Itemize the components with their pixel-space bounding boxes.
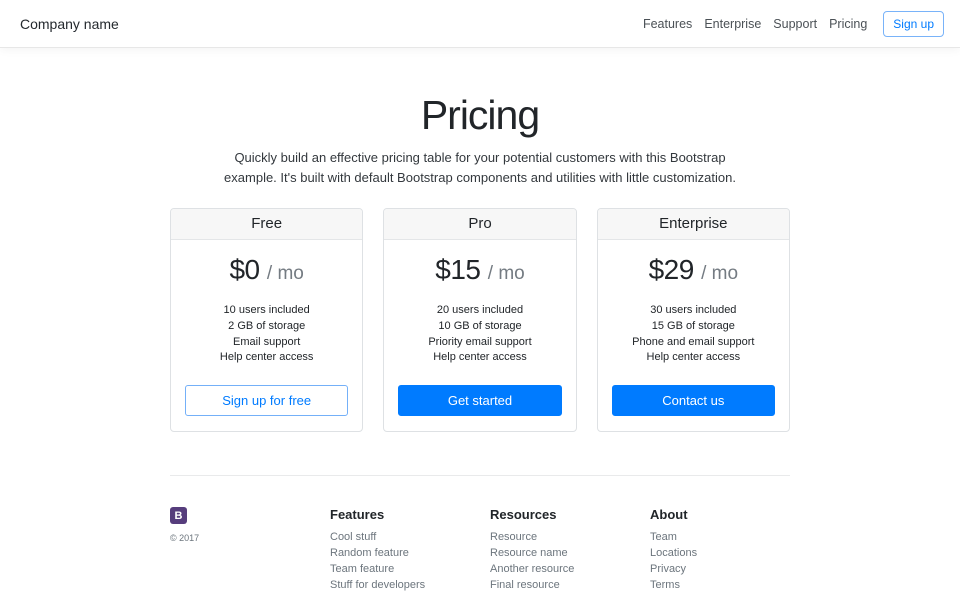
footer-link[interactable]: Resource bbox=[490, 531, 538, 544]
plan-feature: 10 users included bbox=[223, 304, 310, 317]
nav-link-support[interactable]: Support bbox=[773, 16, 818, 31]
footer-column-title: Resources bbox=[490, 507, 557, 523]
plan-period: / mo bbox=[701, 263, 739, 285]
plan-features: 20 users included 10 GB of storage Prior… bbox=[398, 303, 561, 366]
plan-price: $15 bbox=[435, 254, 481, 286]
footer-link[interactable]: Cool stuff bbox=[330, 531, 377, 544]
plan-feature: Phone and email support bbox=[632, 335, 755, 348]
footer-column-title: About bbox=[650, 507, 688, 523]
pricing-card-free: Free $0 / mo 10 users included 2 GB of s… bbox=[170, 208, 364, 433]
footer-link[interactable]: Another resource bbox=[490, 563, 575, 576]
footer: B © 2017 Features Cool stuff Random feat… bbox=[170, 476, 790, 593]
plan-feature: 15 GB of storage bbox=[651, 319, 735, 332]
plan-feature: 30 users included bbox=[650, 304, 737, 317]
plan-price: $29 bbox=[648, 254, 695, 286]
plan-period: / mo bbox=[266, 263, 304, 285]
footer-link[interactable]: Locations bbox=[650, 547, 698, 560]
footer-link-list: Cool stuff Random feature Team feature S… bbox=[330, 529, 490, 593]
plan-body: $15 / mo 20 users included 10 GB of stor… bbox=[384, 240, 575, 431]
plan-price: $0 bbox=[229, 254, 260, 286]
pricing-card-enterprise: Enterprise $29 / mo 30 users included 15… bbox=[596, 208, 790, 433]
footer-link-list: Team Locations Privacy Terms bbox=[650, 529, 790, 593]
copyright: © 2017 bbox=[170, 533, 200, 544]
footer-divider bbox=[170, 475, 790, 477]
plan-features: 30 users included 15 GB of storage Phone… bbox=[612, 303, 775, 366]
footer-link[interactable]: Team feature bbox=[330, 563, 395, 576]
plan-feature: 20 users included bbox=[436, 304, 524, 317]
footer-brand-column: B © 2017 bbox=[170, 507, 330, 593]
plan-features: 10 users included 2 GB of storage Email … bbox=[185, 303, 348, 366]
page-title: Pricing bbox=[420, 92, 540, 138]
plan-price-line: $29 / mo bbox=[612, 255, 775, 289]
plan-name: Free bbox=[171, 209, 363, 241]
nav-link-features[interactable]: Features bbox=[642, 16, 693, 31]
nav-link-enterprise[interactable]: Enterprise bbox=[704, 16, 762, 31]
main-nav: Features Enterprise Support Pricing Sign… bbox=[637, 10, 944, 37]
footer-link[interactable]: Terms bbox=[650, 579, 680, 592]
cta-button-enterprise[interactable]: Contact us bbox=[611, 385, 775, 417]
footer-link[interactable]: Random feature bbox=[330, 547, 409, 560]
pricing-hero: Pricing Quickly build an effective prici… bbox=[0, 48, 960, 187]
plan-body: $29 / mo 30 users included 15 GB of stor… bbox=[598, 240, 789, 431]
signup-button[interactable]: Sign up bbox=[883, 10, 944, 37]
plan-feature: Help center access bbox=[646, 351, 741, 364]
footer-column-resources: Resources Resource Resource name Another… bbox=[490, 507, 650, 593]
pricing-card-pro: Pro $15 / mo 20 users included 10 GB of … bbox=[383, 208, 577, 433]
plan-feature: Help center access bbox=[433, 351, 527, 364]
cta-button-pro[interactable]: Get started bbox=[398, 385, 562, 417]
footer-column-about: About Team Locations Privacy Terms bbox=[650, 507, 790, 593]
plan-feature: Priority email support bbox=[428, 335, 532, 348]
plan-feature: 2 GB of storage bbox=[228, 319, 306, 332]
cta-button-free[interactable]: Sign up for free bbox=[185, 385, 349, 417]
footer-column-features: Features Cool stuff Random feature Team … bbox=[330, 507, 490, 593]
footer-link[interactable]: Team bbox=[650, 531, 677, 544]
plan-name: Enterprise bbox=[597, 209, 789, 241]
plan-feature: Email support bbox=[233, 335, 301, 348]
footer-link[interactable]: Stuff for developers bbox=[330, 579, 426, 592]
plan-body: $0 / mo 10 users included 2 GB of storag… bbox=[171, 240, 362, 431]
pricing-cards: Free $0 / mo 10 users included 2 GB of s… bbox=[170, 208, 790, 433]
footer-column-title: Features bbox=[330, 507, 385, 523]
footer-link[interactable]: Privacy bbox=[650, 563, 687, 576]
nav-link-pricing[interactable]: Pricing bbox=[829, 16, 868, 31]
footer-link-list: Resource Resource name Another resource … bbox=[490, 529, 650, 593]
plan-period: / mo bbox=[487, 263, 525, 285]
footer-link[interactable]: Final resource bbox=[490, 579, 560, 592]
page-lead: Quickly build an effective pricing table… bbox=[224, 150, 736, 185]
plan-price-line: $15 / mo bbox=[398, 255, 561, 289]
plan-price-line: $0 / mo bbox=[185, 255, 348, 289]
bootstrap-logo[interactable]: B bbox=[170, 507, 187, 525]
brand[interactable]: Company name bbox=[20, 15, 119, 32]
plan-feature: Help center access bbox=[219, 351, 314, 364]
top-nav: Company name Features Enterprise Support… bbox=[0, 0, 960, 48]
footer-link[interactable]: Resource name bbox=[490, 547, 568, 560]
plan-feature: 10 GB of storage bbox=[438, 319, 522, 332]
plan-name: Pro bbox=[384, 209, 576, 241]
